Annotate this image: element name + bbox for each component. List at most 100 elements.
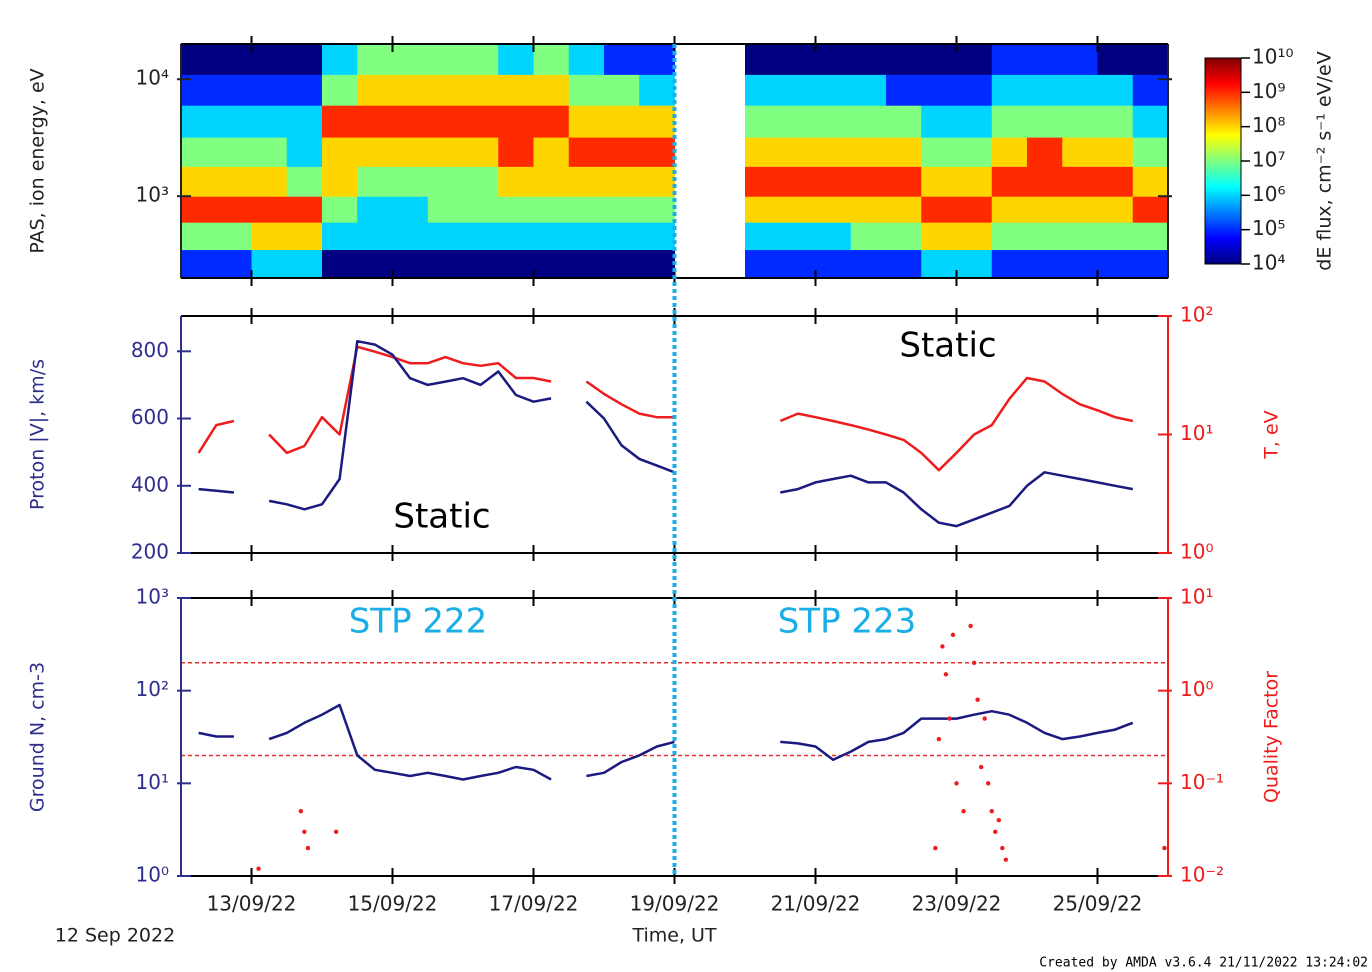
heatmap-cell bbox=[322, 44, 358, 75]
heatmap-cell bbox=[1062, 166, 1098, 197]
heatmap-cell bbox=[533, 44, 570, 75]
heatmap-cell bbox=[1097, 74, 1134, 106]
heatmap-cell bbox=[604, 249, 640, 279]
heatmap-cell bbox=[251, 44, 288, 75]
heatmap-cell bbox=[463, 249, 499, 279]
heatmap-cell bbox=[1062, 249, 1098, 279]
heatmap-cell bbox=[392, 105, 429, 138]
heatmap-cell bbox=[639, 137, 675, 167]
heatmap-cell bbox=[498, 44, 534, 75]
heatmap-cell bbox=[956, 166, 993, 197]
heatmap-cell bbox=[392, 196, 429, 223]
heatmap-cell bbox=[427, 249, 464, 279]
y-tick-label: 10² bbox=[136, 677, 169, 701]
heatmap-cell bbox=[604, 74, 640, 106]
heatmap-cell bbox=[1097, 249, 1134, 279]
y2-tick-label: 10¹ bbox=[1180, 421, 1213, 445]
heatmap-cell bbox=[498, 105, 534, 138]
heatmap-cell bbox=[815, 166, 852, 197]
heatmap-cell bbox=[1027, 222, 1063, 251]
quality-point bbox=[305, 845, 311, 851]
heatmap-cell bbox=[850, 137, 887, 167]
heatmap-cell bbox=[745, 196, 781, 223]
heatmap-cell bbox=[745, 44, 781, 75]
heatmap-cell bbox=[1027, 74, 1063, 106]
heatmap-cell bbox=[568, 137, 605, 167]
heatmap-cell bbox=[991, 166, 1028, 197]
footer: Created by AMDA v3.6.4 21/11/2022 13:24:… bbox=[1039, 956, 1368, 971]
heatmap-cell bbox=[850, 44, 887, 75]
heatmap-cell bbox=[1027, 166, 1063, 197]
heatmap-cell bbox=[604, 44, 640, 75]
heatmap-cell bbox=[780, 137, 816, 167]
quality-point bbox=[302, 829, 307, 834]
heatmap-cell bbox=[322, 196, 358, 223]
heatmap-cell bbox=[886, 249, 922, 279]
heatmap-cell bbox=[745, 74, 781, 106]
heatmap-cell bbox=[427, 222, 464, 251]
heatmap-cell bbox=[815, 196, 852, 223]
heatmap-cell bbox=[533, 222, 570, 251]
heatmap-cell bbox=[251, 105, 288, 138]
heatmap-cell bbox=[921, 74, 957, 106]
heatmap-cell bbox=[463, 74, 499, 106]
heatmap-cell bbox=[533, 196, 570, 223]
heatmap-cell bbox=[216, 74, 252, 106]
heatmap-cell bbox=[286, 137, 323, 167]
heatmap-cell bbox=[1132, 44, 1169, 75]
heatmap-cell bbox=[568, 166, 605, 197]
heatmap-cell bbox=[780, 74, 816, 106]
y-tick-label: 400 bbox=[131, 472, 169, 496]
quality-point bbox=[961, 809, 966, 814]
heatmap-cell bbox=[850, 74, 887, 106]
x-tick-label: 21/09/22 bbox=[771, 892, 861, 916]
heatmap-cell bbox=[498, 196, 534, 223]
quality-point bbox=[986, 781, 991, 786]
y2-tick-label: 10¹ bbox=[1180, 585, 1213, 609]
heatmap-cell bbox=[639, 105, 675, 138]
heatmap-cell bbox=[1132, 196, 1169, 223]
heatmap-cell bbox=[251, 166, 288, 197]
heatmap-cell bbox=[216, 105, 252, 138]
heatmap-cell bbox=[850, 105, 887, 138]
heatmap-cell bbox=[886, 196, 922, 223]
heatmap-cell bbox=[639, 74, 675, 106]
heatmap-cell bbox=[1027, 105, 1063, 138]
heatmap-cell bbox=[921, 137, 957, 167]
heatmap-cell bbox=[427, 44, 464, 75]
heatmap-cell bbox=[815, 74, 852, 106]
heatmap-cell bbox=[533, 74, 570, 106]
heatmap-cell bbox=[181, 196, 217, 223]
heatmap-cell bbox=[463, 137, 499, 167]
heatmap-cell bbox=[251, 222, 288, 251]
heatmap-cell bbox=[639, 44, 675, 75]
heatmap-cell bbox=[216, 137, 252, 167]
heatmap-cell bbox=[886, 74, 922, 106]
heatmap-cell bbox=[956, 74, 993, 106]
heatmap-cell bbox=[1062, 137, 1098, 167]
heatmap-cell bbox=[639, 249, 675, 279]
heatmap-cell bbox=[850, 222, 887, 251]
heatmap-cell bbox=[568, 44, 605, 75]
heatmap-cell bbox=[1097, 137, 1134, 167]
x-tick-label: 13/09/22 bbox=[207, 892, 297, 916]
y-axis-label: PAS, ion energy, eV bbox=[27, 68, 49, 253]
heatmap-cell bbox=[357, 105, 393, 138]
heatmap-cell bbox=[850, 196, 887, 223]
heatmap-cell bbox=[216, 249, 252, 279]
heatmap-cell bbox=[463, 166, 499, 197]
y-tick-label: 10³ bbox=[136, 585, 169, 609]
heatmap-cell bbox=[921, 249, 957, 279]
heatmap-cell bbox=[498, 74, 534, 106]
quality-point bbox=[256, 866, 261, 871]
heatmap-cell bbox=[850, 166, 887, 197]
heatmap-cell bbox=[286, 74, 323, 106]
quality-point bbox=[975, 697, 980, 702]
heatmap-cell bbox=[745, 222, 781, 251]
heatmap-cell bbox=[1062, 74, 1098, 106]
heatmap-cell bbox=[357, 222, 393, 251]
heatmap-cell bbox=[745, 166, 781, 197]
y-axis-label: Ground N, cm-3 bbox=[27, 662, 49, 812]
heatmap-cell bbox=[886, 44, 922, 75]
heatmap-cell bbox=[639, 222, 675, 251]
